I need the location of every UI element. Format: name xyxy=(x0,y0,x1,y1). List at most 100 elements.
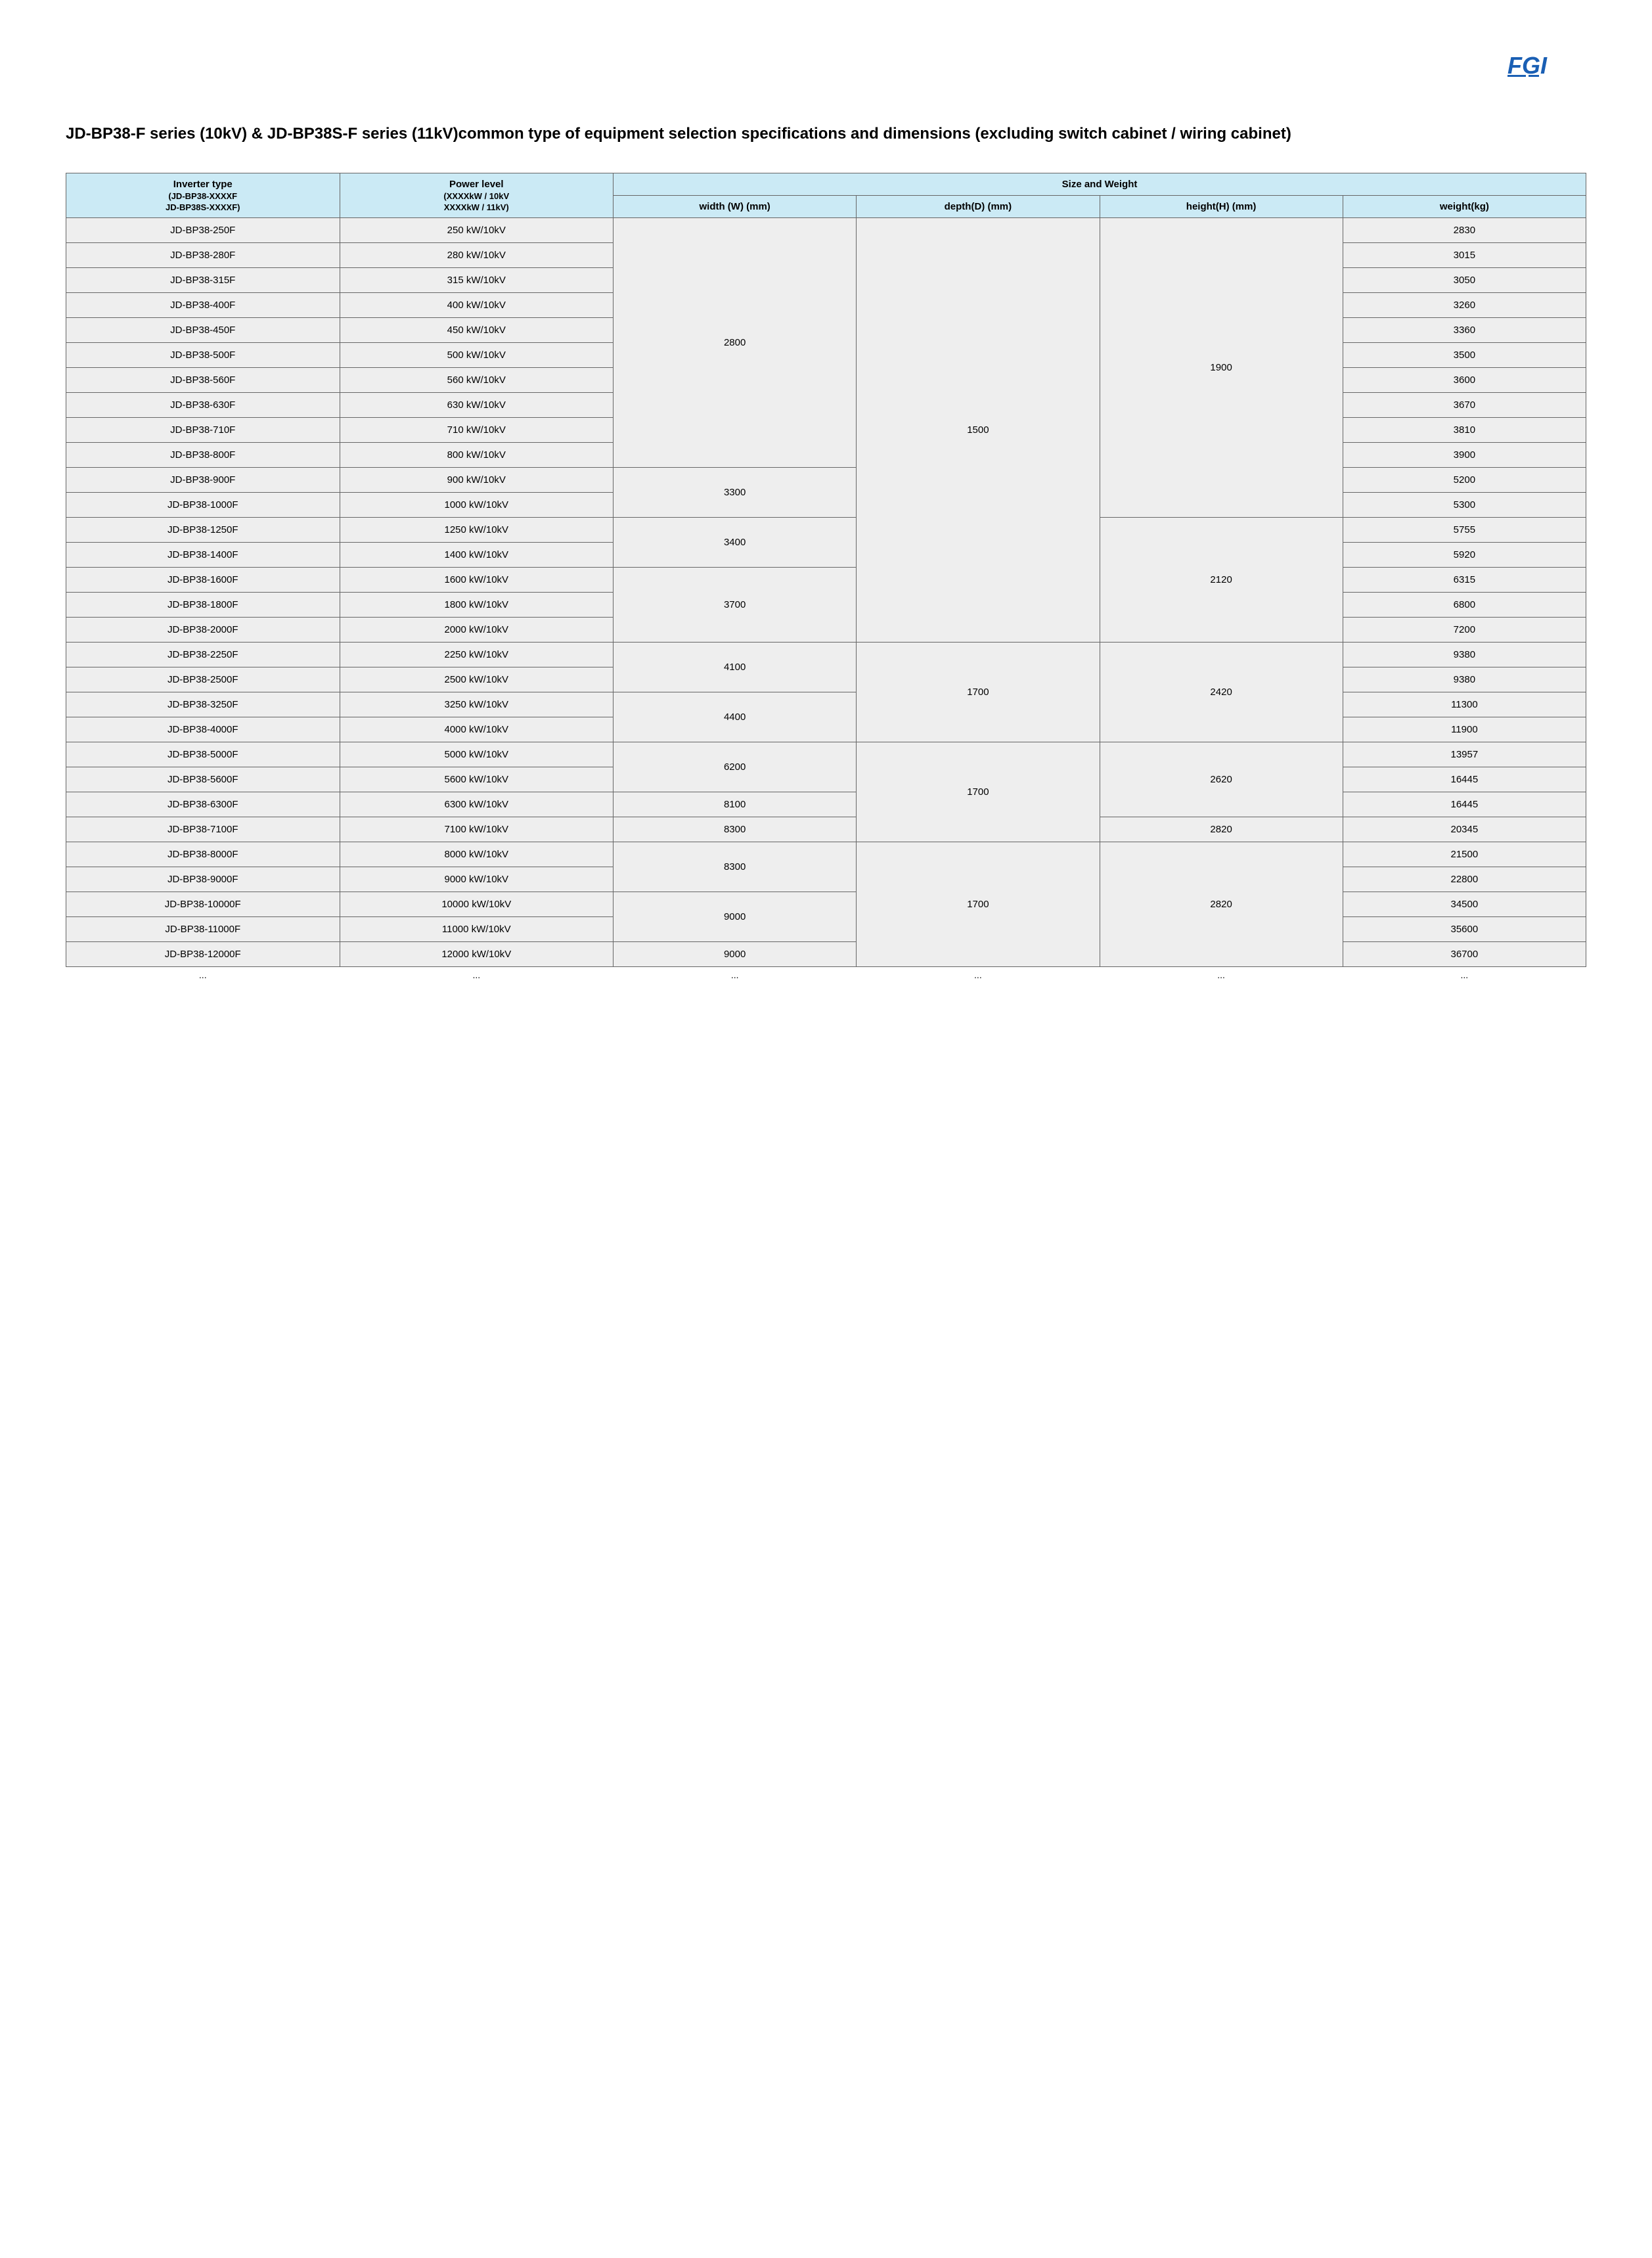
table-row: JD-BP38-2250F2250 kW/10kV410017002420938… xyxy=(66,643,1586,667)
cell-height: 2820 xyxy=(1100,842,1343,967)
cell-power: 280 kW/10kV xyxy=(340,243,614,268)
cell-width: 3300 xyxy=(614,468,857,518)
table-row: JD-BP38-1250F1250 kW/10kV340021205755 xyxy=(66,518,1586,543)
cell-power: 630 kW/10kV xyxy=(340,393,614,418)
cell-weight: 20345 xyxy=(1343,817,1586,842)
cell-type: JD-BP38-2500F xyxy=(66,667,340,692)
cell-power: 5000 kW/10kV xyxy=(340,742,614,767)
cell-type: JD-BP38-11000F xyxy=(66,917,340,942)
th-inverter-type: Inverter type (JD-BP38-XXXXF JD-BP38S-XX… xyxy=(66,173,340,218)
cell-weight: 16445 xyxy=(1343,792,1586,817)
cell-depth: 1500 xyxy=(857,218,1100,643)
cell-height: 2420 xyxy=(1100,643,1343,742)
cell-weight: 34500 xyxy=(1343,892,1586,917)
cell-power: 12000 kW/10kV xyxy=(340,942,614,967)
cell-power: 250 kW/10kV xyxy=(340,218,614,243)
cell-type: JD-BP38-900F xyxy=(66,468,340,493)
cell-weight: 11300 xyxy=(1343,692,1586,717)
cell-power: 5600 kW/10kV xyxy=(340,767,614,792)
th-depth: depth(D) (mm) xyxy=(857,196,1100,218)
cell-power: 900 kW/10kV xyxy=(340,468,614,493)
cell-width: 4100 xyxy=(614,643,857,692)
cell-weight: 11900 xyxy=(1343,717,1586,742)
cell-type: JD-BP38-800F xyxy=(66,443,340,468)
cell-type: JD-BP38-5000F xyxy=(66,742,340,767)
cell-type: JD-BP38-5600F xyxy=(66,767,340,792)
cell-weight: 21500 xyxy=(1343,842,1586,867)
th-power-sub1: (XXXXkW / 10kV xyxy=(343,191,611,201)
cell-type: JD-BP38-315F xyxy=(66,268,340,293)
cell-type: JD-BP38-1800F xyxy=(66,593,340,618)
cell-power: 6300 kW/10kV xyxy=(340,792,614,817)
cell-type: JD-BP38-12000F xyxy=(66,942,340,967)
cell-power: 11000 kW/10kV xyxy=(340,917,614,942)
th-size-weight: Size and Weight xyxy=(614,173,1586,196)
cell-type: JD-BP38-10000F xyxy=(66,892,340,917)
ellipsis-cell: ... xyxy=(614,967,857,983)
cell-type: JD-BP38-6300F xyxy=(66,792,340,817)
cell-type: JD-BP38-2000F xyxy=(66,618,340,643)
cell-width: 8100 xyxy=(614,792,857,817)
cell-weight: 36700 xyxy=(1343,942,1586,967)
cell-type: JD-BP38-500F xyxy=(66,343,340,368)
cell-power: 4000 kW/10kV xyxy=(340,717,614,742)
cell-power: 2000 kW/10kV xyxy=(340,618,614,643)
cell-depth: 1700 xyxy=(857,643,1100,742)
cell-type: JD-BP38-9000F xyxy=(66,867,340,892)
cell-weight: 3500 xyxy=(1343,343,1586,368)
ellipsis-cell: ... xyxy=(857,967,1100,983)
th-power-main: Power level xyxy=(449,179,504,190)
cell-width: 2800 xyxy=(614,218,857,468)
cell-depth: 1700 xyxy=(857,842,1100,967)
cell-type: JD-BP38-1250F xyxy=(66,518,340,543)
spec-table: Inverter type (JD-BP38-XXXXF JD-BP38S-XX… xyxy=(66,173,1586,983)
cell-weight: 5300 xyxy=(1343,493,1586,518)
cell-power: 2250 kW/10kV xyxy=(340,643,614,667)
cell-power: 7100 kW/10kV xyxy=(340,817,614,842)
cell-weight: 3900 xyxy=(1343,443,1586,468)
th-power-level: Power level (XXXXkW / 10kV XXXXkW / 11kV… xyxy=(340,173,614,218)
cell-type: JD-BP38-250F xyxy=(66,218,340,243)
cell-width: 9000 xyxy=(614,892,857,942)
th-inverter-sub2: JD-BP38S-XXXXF) xyxy=(69,202,337,212)
cell-type: JD-BP38-7100F xyxy=(66,817,340,842)
cell-power: 560 kW/10kV xyxy=(340,368,614,393)
cell-weight: 6800 xyxy=(1343,593,1586,618)
cell-power: 710 kW/10kV xyxy=(340,418,614,443)
cell-weight: 2830 xyxy=(1343,218,1586,243)
ellipsis-cell: ... xyxy=(66,967,340,983)
cell-type: JD-BP38-630F xyxy=(66,393,340,418)
cell-power: 2500 kW/10kV xyxy=(340,667,614,692)
cell-weight: 3015 xyxy=(1343,243,1586,268)
cell-weight: 22800 xyxy=(1343,867,1586,892)
cell-power: 450 kW/10kV xyxy=(340,318,614,343)
cell-power: 315 kW/10kV xyxy=(340,268,614,293)
cell-weight: 35600 xyxy=(1343,917,1586,942)
th-width: width (W) (mm) xyxy=(614,196,857,218)
cell-power: 10000 kW/10kV xyxy=(340,892,614,917)
table-row: JD-BP38-10000F10000 kW/10kV900034500 xyxy=(66,892,1586,917)
cell-weight: 5920 xyxy=(1343,543,1586,568)
cell-weight: 3260 xyxy=(1343,293,1586,318)
cell-height: 2820 xyxy=(1100,817,1343,842)
table-row: JD-BP38-6300F6300 kW/10kV8100 16445 xyxy=(66,792,1586,817)
cell-width: 4400 xyxy=(614,692,857,742)
th-inverter-main: Inverter type xyxy=(173,179,233,190)
cell-weight: 16445 xyxy=(1343,767,1586,792)
table-row: JD-BP38-3250F3250 kW/10kV440011300 xyxy=(66,692,1586,717)
cell-type: JD-BP38-2250F xyxy=(66,643,340,667)
table-row: JD-BP38-12000F12000 kW/10kV900036700 xyxy=(66,942,1586,967)
cell-power: 1250 kW/10kV xyxy=(340,518,614,543)
cell-weight: 3600 xyxy=(1343,368,1586,393)
table-row: JD-BP38-1600F1600 kW/10kV37006315 xyxy=(66,568,1586,593)
cell-type: JD-BP38-400F xyxy=(66,293,340,318)
cell-power: 3250 kW/10kV xyxy=(340,692,614,717)
cell-weight: 5755 xyxy=(1343,518,1586,543)
cell-width: 8300 xyxy=(614,842,857,892)
cell-weight: 3810 xyxy=(1343,418,1586,443)
cell-width: 3700 xyxy=(614,568,857,643)
cell-weight: 7200 xyxy=(1343,618,1586,643)
cell-height: 1900 xyxy=(1100,218,1343,518)
table-row: JD-BP38-5000F5000 kW/10kV620017002620139… xyxy=(66,742,1586,767)
cell-type: JD-BP38-1400F xyxy=(66,543,340,568)
